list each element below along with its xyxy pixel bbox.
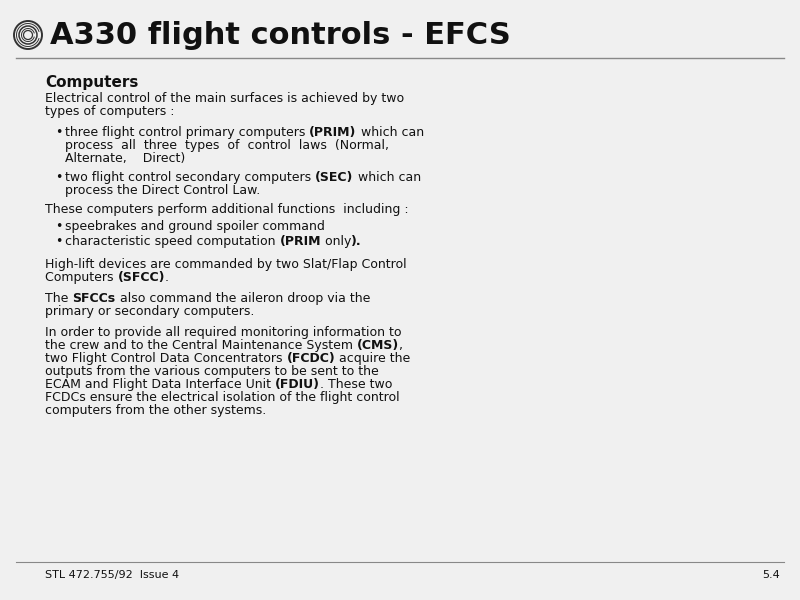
Text: (CMS): (CMS) — [357, 339, 399, 352]
Text: ECAM and Flight Data Interface Unit: ECAM and Flight Data Interface Unit — [45, 378, 275, 391]
Text: (SEC): (SEC) — [315, 171, 354, 184]
Text: Alternate,    Direct): Alternate, Direct) — [65, 152, 186, 165]
Text: ,: , — [399, 339, 403, 352]
Text: 5.4: 5.4 — [762, 570, 780, 580]
Text: A330 flight controls - EFCS: A330 flight controls - EFCS — [50, 20, 510, 49]
Text: also command the aileron droop via the: also command the aileron droop via the — [115, 292, 370, 305]
Text: High-lift devices are commanded by two Slat/Flap Control: High-lift devices are commanded by two S… — [45, 258, 406, 271]
Text: computers from the other systems.: computers from the other systems. — [45, 404, 266, 417]
Text: acquire the: acquire the — [335, 352, 410, 365]
Text: the crew and to the Central Maintenance System: the crew and to the Central Maintenance … — [45, 339, 357, 352]
Text: which can: which can — [357, 126, 424, 139]
Text: . These two: . These two — [320, 378, 392, 391]
Text: three flight control primary computers: three flight control primary computers — [65, 126, 310, 139]
Text: •: • — [55, 171, 62, 184]
Text: Electrical control of the main surfaces is achieved by two: Electrical control of the main surfaces … — [45, 92, 404, 105]
Text: STL 472.755/92  Issue 4: STL 472.755/92 Issue 4 — [45, 570, 179, 580]
Text: only: only — [321, 235, 351, 248]
Text: (PRIM): (PRIM) — [310, 126, 357, 139]
Text: .: . — [165, 271, 169, 284]
Text: process the Direct Control Law.: process the Direct Control Law. — [65, 184, 260, 197]
Text: SFCCs: SFCCs — [72, 292, 115, 305]
Text: ).: ). — [351, 235, 362, 248]
Text: outputs from the various computers to be sent to the: outputs from the various computers to be… — [45, 365, 378, 378]
Text: two flight control secondary computers: two flight control secondary computers — [65, 171, 315, 184]
Text: primary or secondary computers.: primary or secondary computers. — [45, 305, 254, 318]
Text: The: The — [45, 292, 72, 305]
Text: which can: which can — [354, 171, 421, 184]
Text: characteristic speed computation: characteristic speed computation — [65, 235, 279, 248]
Text: •: • — [55, 126, 62, 139]
Text: These computers perform additional functions  including :: These computers perform additional funct… — [45, 203, 409, 216]
Text: Computers: Computers — [45, 271, 118, 284]
Text: types of computers :: types of computers : — [45, 105, 174, 118]
Text: FCDCs ensure the electrical isolation of the flight control: FCDCs ensure the electrical isolation of… — [45, 391, 400, 404]
Text: (SFCC): (SFCC) — [118, 271, 165, 284]
Text: •: • — [55, 235, 62, 248]
Text: (FCDC): (FCDC) — [286, 352, 335, 365]
Text: Computers: Computers — [45, 75, 138, 90]
Text: two Flight Control Data Concentrators: two Flight Control Data Concentrators — [45, 352, 286, 365]
Text: (FDIU): (FDIU) — [275, 378, 320, 391]
Text: (PRIM: (PRIM — [279, 235, 321, 248]
Text: •: • — [55, 220, 62, 233]
Text: process  all  three  types  of  control  laws  (Normal,: process all three types of control laws … — [65, 139, 389, 152]
Text: speebrakes and ground spoiler command: speebrakes and ground spoiler command — [65, 220, 325, 233]
Text: In order to provide all required monitoring information to: In order to provide all required monitor… — [45, 326, 402, 339]
